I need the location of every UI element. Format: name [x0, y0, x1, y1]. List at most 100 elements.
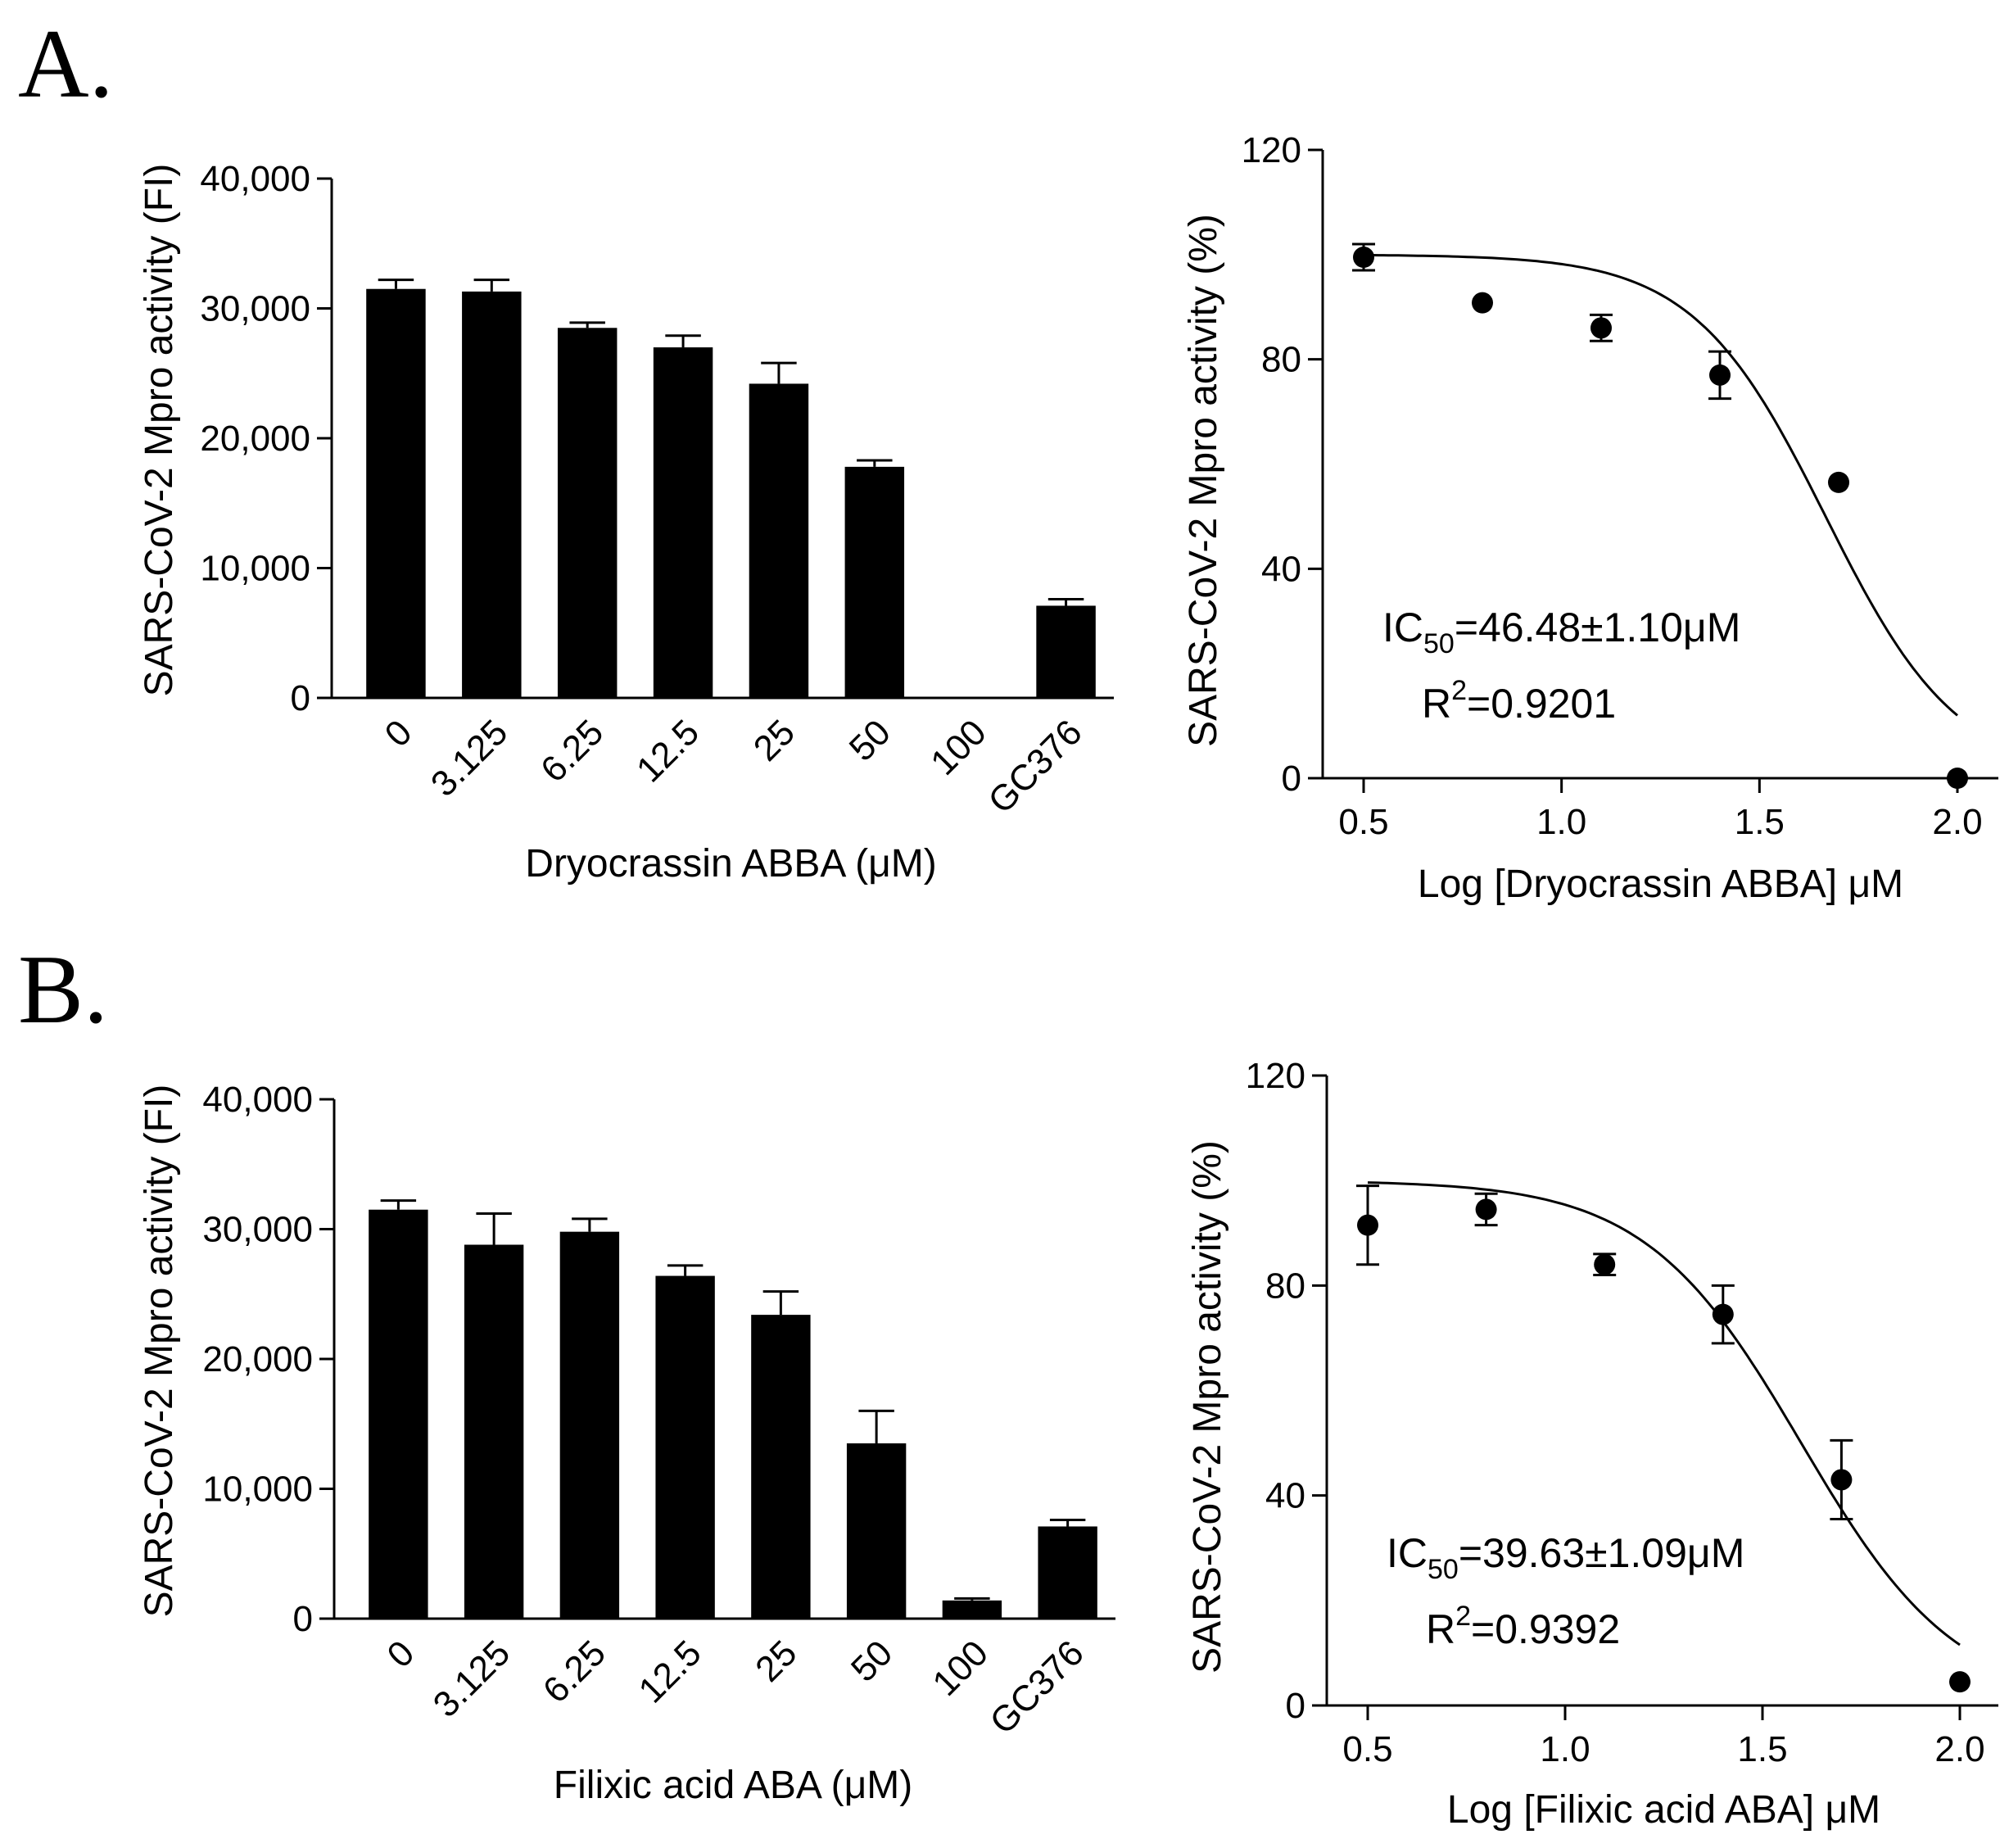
data-point	[1949, 1671, 1971, 1693]
y-tick-label: 30,000	[202, 1210, 313, 1250]
y-tick-label: 20,000	[202, 1339, 313, 1379]
bar	[751, 1315, 811, 1619]
y-tick-label: 80	[1265, 1266, 1305, 1306]
r2-annotation: R2=0.9201	[1422, 675, 1616, 727]
x-tick-label: 50	[842, 712, 898, 768]
x-axis-title: Dryocrassin ABBA (μM)	[525, 842, 936, 886]
bar	[749, 383, 809, 698]
r2-superscript: 2	[1451, 675, 1467, 706]
x-tick-label: GC376	[980, 712, 1089, 821]
x-axis-title: Log [Dryocrassin ABBA] μM	[1418, 863, 1903, 906]
bar	[462, 291, 522, 698]
bar	[557, 328, 618, 698]
x-tick-label: 3.125	[423, 712, 516, 804]
x-tick-label: 12.5	[631, 1633, 708, 1710]
y-tick-label: 0	[1282, 759, 1301, 799]
y-axis-title: SARS-CoV-2 Mpro activity (FI)	[138, 164, 181, 697]
bar	[464, 1244, 524, 1619]
x-tick-label: 0.5	[1338, 802, 1388, 842]
panel-label-b: B.	[18, 935, 108, 1044]
ic50-annotation: IC50=46.48±1.10μM	[1382, 605, 1740, 659]
x-tick-label: 1.0	[1536, 802, 1586, 842]
bar	[559, 1231, 620, 1619]
ic50-prefix: IC	[1387, 1530, 1428, 1576]
y-tick-label: 0	[1286, 1686, 1305, 1726]
x-tick-label: 0.5	[1342, 1729, 1392, 1769]
x-tick-label: 0	[379, 1633, 422, 1675]
data-point	[1947, 768, 1968, 789]
x-tick-label: 1.5	[1737, 1729, 1787, 1769]
bar	[846, 1443, 907, 1619]
data-point	[1475, 1198, 1497, 1221]
r2-annotation: R2=0.9392	[1426, 1601, 1620, 1652]
ic50-subscript: 50	[1423, 628, 1455, 659]
y-axis-title: SARS-CoV-2 Mpro activity (%)	[1186, 1140, 1229, 1674]
data-point	[1357, 1214, 1378, 1236]
bar	[1038, 1526, 1097, 1619]
panel-label-a: A.	[18, 9, 114, 118]
y-tick-label: 40,000	[200, 159, 310, 199]
x-tick-label: 12.5	[629, 712, 707, 790]
data-point	[1472, 292, 1493, 314]
r2-value: =0.9392	[1471, 1606, 1620, 1652]
y-tick-label: 10,000	[202, 1470, 313, 1510]
bar	[1036, 605, 1096, 698]
x-tick-label: 6.25	[533, 712, 611, 790]
y-axis-title: SARS-CoV-2 Mpro activity (FI)	[138, 1085, 181, 1618]
data-point	[1709, 364, 1731, 386]
y-tick-label: 0	[291, 678, 310, 718]
bar	[844, 466, 905, 698]
x-axis-title: Filixic acid ABA (μM)	[554, 1764, 912, 1807]
x-tick-label: 25	[748, 1633, 804, 1689]
r2-prefix: R	[1426, 1606, 1455, 1652]
x-tick-label: 2.0	[1934, 1729, 1984, 1769]
y-tick-label: 40	[1261, 549, 1301, 589]
x-tick-label: 25	[746, 712, 803, 768]
ic50-subscript: 50	[1428, 1554, 1459, 1585]
y-tick-label: 30,000	[200, 289, 310, 329]
ic50-annotation: IC50=39.63±1.09μM	[1387, 1530, 1744, 1585]
bar	[653, 347, 713, 698]
y-tick-label: 20,000	[200, 419, 310, 459]
y-axis-title: SARS-CoV-2 Mpro activity (%)	[1182, 214, 1225, 747]
data-point	[1712, 1303, 1734, 1325]
data-point	[1353, 247, 1374, 269]
r2-value: =0.9201	[1467, 681, 1616, 727]
x-tick-label: 100	[925, 1633, 996, 1704]
y-tick-label: 120	[1246, 1056, 1305, 1096]
r2-superscript: 2	[1455, 1601, 1471, 1632]
x-tick-label: 1.0	[1540, 1729, 1590, 1769]
x-tick-label: 1.5	[1735, 802, 1785, 842]
data-point	[1590, 317, 1612, 339]
y-tick-label: 40	[1265, 1476, 1305, 1516]
y-tick-label: 80	[1261, 340, 1301, 380]
data-point	[1594, 1253, 1616, 1275]
ic50-value: =39.63±1.09μM	[1459, 1530, 1745, 1576]
bar	[655, 1275, 715, 1619]
fit-curve	[1367, 1181, 1961, 1646]
x-tick-label: GC376	[982, 1633, 1091, 1742]
bar	[366, 288, 426, 698]
data-point	[1828, 471, 1849, 493]
y-tick-label: 40,000	[202, 1080, 313, 1120]
x-tick-label: 6.25	[536, 1633, 613, 1710]
x-tick-label: 0	[378, 712, 420, 754]
bar	[942, 1600, 1002, 1619]
bar	[369, 1209, 428, 1619]
ic50-value: =46.48±1.10μM	[1455, 605, 1741, 650]
x-axis-title: Log [Filixic acid ABA] μM	[1447, 1788, 1880, 1832]
x-tick-label: 50	[844, 1633, 900, 1689]
ic50-prefix: IC	[1382, 605, 1423, 650]
x-tick-label: 3.125	[426, 1633, 518, 1725]
y-tick-label: 120	[1242, 130, 1301, 170]
x-tick-label: 100	[923, 712, 994, 783]
r2-prefix: R	[1422, 681, 1451, 727]
fit-curve	[1363, 253, 1958, 717]
data-point	[1830, 1469, 1853, 1491]
y-tick-label: 10,000	[200, 549, 310, 589]
